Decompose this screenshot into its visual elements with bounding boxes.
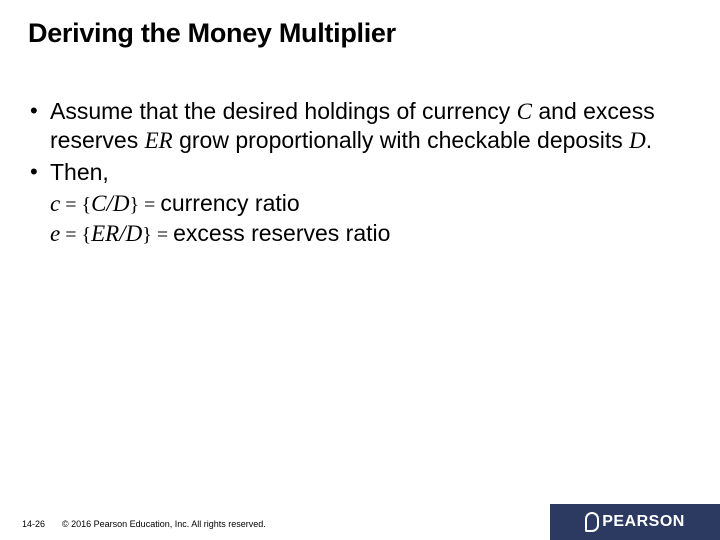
bullet1-text-post: . bbox=[646, 127, 652, 153]
f2-lhs: e bbox=[50, 221, 60, 246]
formula-2: e = {ER/D} = excess reserves ratio bbox=[50, 219, 692, 249]
f2-eq1: = { bbox=[60, 224, 91, 246]
footer: 14-26 © 2016 Pearson Education, Inc. All… bbox=[0, 504, 720, 540]
f1-eq2: } = bbox=[129, 194, 160, 216]
f2-frac: ER/D bbox=[91, 221, 142, 246]
pearson-p-icon bbox=[585, 512, 599, 532]
pearson-logo: PEARSON bbox=[585, 512, 685, 532]
bullet1-var-c: C bbox=[517, 99, 532, 124]
bullet2-text: Then, bbox=[50, 159, 109, 185]
bullet1-var-er: ER bbox=[145, 128, 173, 153]
formula-1: c = {C/D} = currency ratio bbox=[50, 189, 692, 219]
f1-lhs: c bbox=[50, 191, 60, 216]
f2-desc: excess reserves ratio bbox=[173, 220, 390, 246]
bullet1-text-mid2: grow proportionally with checkable depos… bbox=[173, 127, 629, 153]
bullet-list: Assume that the desired holdings of curr… bbox=[28, 97, 692, 249]
f1-desc: currency ratio bbox=[160, 190, 299, 216]
bullet-1: Assume that the desired holdings of curr… bbox=[50, 97, 692, 156]
brand-text: PEARSON bbox=[602, 513, 685, 531]
bullet-2: Then, bbox=[50, 158, 692, 187]
slide-title: Deriving the Money Multiplier bbox=[28, 18, 692, 49]
f1-eq1: = { bbox=[60, 194, 91, 216]
slide-container: Deriving the Money Multiplier Assume tha… bbox=[0, 0, 720, 540]
page-number: 14-26 bbox=[22, 519, 45, 529]
f1-frac: C/D bbox=[91, 191, 129, 216]
f2-eq2: } = bbox=[142, 224, 173, 246]
copyright-text: © 2016 Pearson Education, Inc. All right… bbox=[62, 519, 266, 529]
bullet1-text-pre: Assume that the desired holdings of curr… bbox=[50, 98, 517, 124]
brand-bar: PEARSON bbox=[550, 504, 720, 540]
bullet1-var-d: D bbox=[629, 128, 646, 153]
